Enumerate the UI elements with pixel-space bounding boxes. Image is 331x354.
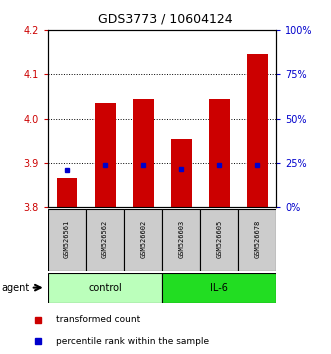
Text: transformed count: transformed count	[56, 315, 141, 324]
Text: agent: agent	[2, 282, 30, 293]
Text: GSM526562: GSM526562	[102, 219, 108, 258]
Text: GSM526678: GSM526678	[254, 219, 260, 258]
Bar	[57, 178, 77, 207]
Bar	[48, 209, 86, 271]
Bar	[124, 209, 162, 271]
Text: GSM526605: GSM526605	[216, 219, 222, 258]
Bar	[238, 209, 276, 271]
Bar	[162, 273, 276, 303]
Text: percentile rank within the sample: percentile rank within the sample	[56, 337, 210, 346]
Text: control: control	[88, 282, 122, 293]
Bar	[162, 209, 200, 271]
Bar	[209, 99, 230, 207]
Text: IL-6: IL-6	[210, 282, 228, 293]
Text: GSM526602: GSM526602	[140, 219, 146, 258]
Bar	[247, 55, 268, 207]
Bar	[48, 273, 162, 303]
Bar	[171, 138, 192, 207]
Text: GDS3773 / 10604124: GDS3773 / 10604124	[98, 12, 233, 25]
Bar	[200, 209, 238, 271]
Bar	[86, 209, 124, 271]
Bar	[133, 99, 154, 207]
Bar	[95, 103, 116, 207]
Text: GSM526603: GSM526603	[178, 219, 184, 258]
Text: GSM526561: GSM526561	[64, 219, 70, 258]
